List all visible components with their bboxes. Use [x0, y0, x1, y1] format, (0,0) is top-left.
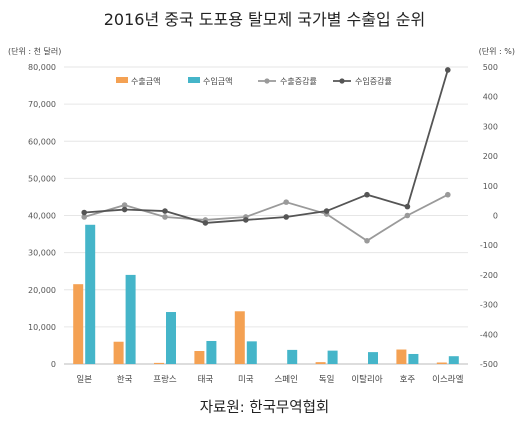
export-growth-point: [283, 199, 290, 205]
source-note: 자료원: 한국무역협회: [199, 400, 330, 416]
right-tick-label: -500: [480, 360, 498, 369]
left-tick-label: 50,000: [28, 174, 56, 183]
category-label: 이스라엘: [432, 374, 463, 385]
legend-marker-import-growth: [339, 78, 345, 84]
import-growth-point: [121, 206, 128, 213]
right-tick-label: 500: [483, 63, 498, 72]
export-bar: [194, 351, 205, 364]
import-bar: [246, 341, 257, 364]
import-growth-point: [364, 191, 370, 198]
import-growth-point: [323, 208, 330, 214]
import-bar: [327, 350, 338, 364]
import-bar: [287, 349, 298, 364]
export-growth-point: [404, 212, 411, 219]
left-axis-unit: (단위 : 천 달러): [8, 47, 62, 56]
right-tick-label: 400: [483, 93, 498, 102]
category-label: 호주: [400, 375, 416, 385]
export-bar: [396, 349, 407, 364]
left-tick-label: 70,000: [28, 100, 56, 109]
export-growth-point: [121, 202, 128, 208]
export-bar: [113, 341, 124, 364]
left-tick-label: 40,000: [28, 212, 56, 221]
category-label: 프랑스: [153, 374, 177, 385]
import-bar: [85, 224, 96, 364]
legend-label-export: 수출금액: [131, 76, 160, 86]
chart-title: 2016년 중국 도포용 탈모제 국가별 수출입 순위: [103, 10, 426, 29]
export-growth-point: [445, 191, 451, 198]
export-bar: [315, 362, 326, 364]
right-tick-label: 200: [483, 152, 498, 161]
left-tick-label: 60,000: [28, 137, 56, 146]
import-growth-point: [81, 209, 87, 216]
right-tick-label: -300: [480, 301, 498, 310]
category-label: 독일: [319, 375, 335, 385]
import-growth-point: [162, 208, 168, 214]
left-axis-ticks: 0 10,000 20,000 30,000 40,000 50,000 60,000 70,…: [28, 63, 56, 369]
right-axis-unit: (단위 : %): [478, 47, 515, 56]
import-growth-point: [283, 214, 290, 220]
category-label: 한국: [117, 375, 133, 385]
import-bar: [368, 352, 378, 364]
left-tick-label: 0: [51, 360, 56, 369]
import-bar: [125, 274, 136, 364]
line-series: [81, 67, 451, 244]
category-label: 스페인: [274, 374, 297, 385]
import-bar: [408, 353, 419, 364]
import-bar: [206, 340, 217, 364]
import-growth-point: [202, 220, 209, 226]
legend-swatch-export: [116, 77, 128, 83]
import-growth-point: [404, 203, 411, 210]
right-tick-label: -400: [480, 330, 498, 339]
legend-marker-export-growth: [264, 78, 270, 84]
right-axis-ticks: -500 -400 -300 -200 -100 0 100 200 300 400 500: [480, 63, 498, 369]
right-tick-label: 300: [483, 122, 498, 131]
left-tick-label: 20,000: [28, 286, 56, 295]
right-tick-label: -200: [480, 271, 498, 280]
left-tick-label: 10,000: [28, 323, 56, 332]
category-label: 이탈리아: [351, 374, 382, 385]
right-tick-label: 0: [493, 212, 498, 221]
legend-label-import-growth: 수입증감률: [355, 76, 392, 86]
import-growth-point: [445, 67, 451, 73]
import-bar: [448, 356, 459, 364]
category-label: 일본: [76, 375, 92, 385]
export-bar: [436, 362, 447, 364]
legend-label-export-growth: 수출증감률: [280, 76, 317, 86]
legend-swatch-import: [188, 77, 200, 83]
category-label: 태국: [198, 375, 214, 385]
export-growth-point: [81, 214, 87, 220]
import-growth-line: [84, 69, 449, 224]
category-label: 미국: [238, 375, 254, 385]
export-bar: [73, 284, 84, 364]
left-tick-label: 80,000: [28, 63, 56, 72]
export-growth-point: [162, 214, 168, 220]
left-tick-label: 30,000: [28, 249, 56, 258]
right-tick-label: -100: [480, 241, 498, 250]
category-labels: 일본 한국 프랑스 태국 미국 스페인 독일 이탈리아 호주 이스라엘: [76, 374, 463, 385]
import-growth-point: [243, 217, 249, 223]
export-growth-point: [364, 237, 370, 244]
bar-series: [73, 224, 459, 364]
right-tick-label: 100: [483, 182, 498, 191]
legend-label-import: 수입금액: [203, 76, 232, 86]
legend: 수출금액 수입금액 수출증감률 수입증감률: [116, 76, 392, 86]
import-bar: [166, 312, 176, 364]
export-bar: [154, 362, 164, 364]
export-bar: [234, 311, 245, 364]
